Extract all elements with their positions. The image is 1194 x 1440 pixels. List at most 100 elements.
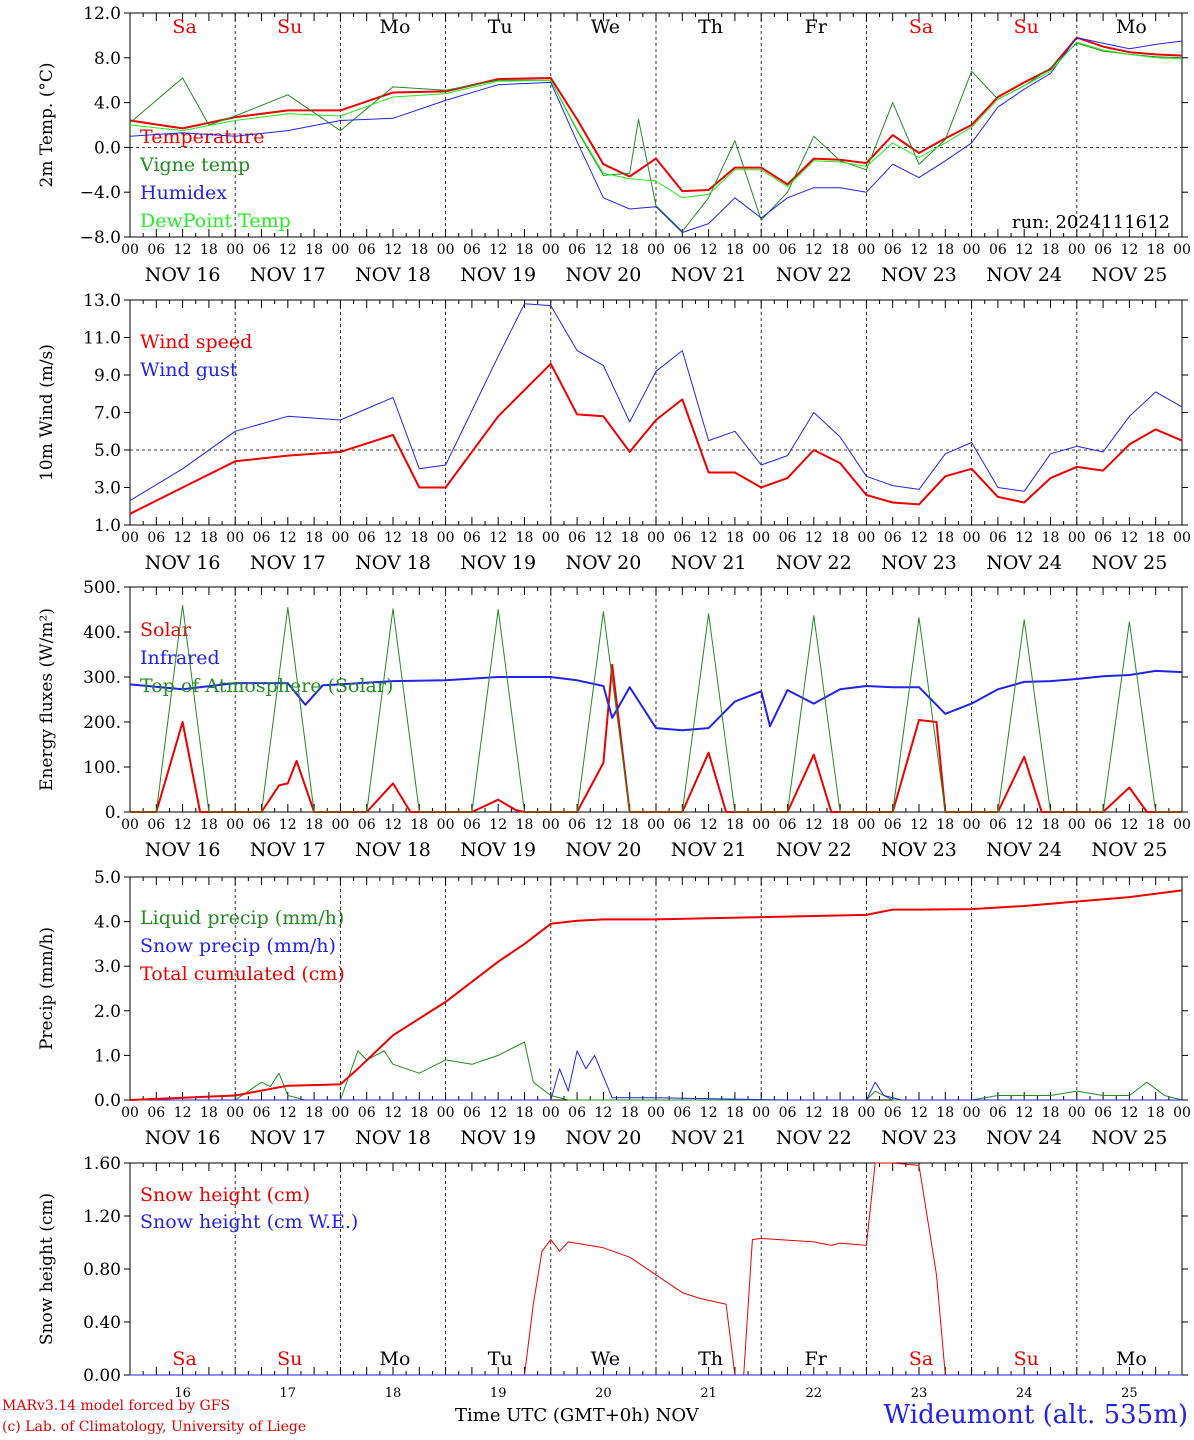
date-label: NOV 25 [1091,264,1167,286]
hour-tick-label: 18 [1042,242,1060,258]
hour-tick-label: 06 [779,530,797,546]
hour-tick-label: 18 [305,1105,323,1121]
bottom-day-number: 21 [700,1386,717,1398]
date-label: NOV 23 [881,552,957,574]
hour-tick-label: 12 [910,1105,928,1121]
y-tick-label: 0.00 [83,1366,121,1386]
hour-tick-label: 06 [989,242,1007,258]
y-tick-label: 11.0 [83,329,121,349]
date-label: NOV 25 [1091,1127,1167,1149]
legend-entry: Humidex [140,182,227,204]
hour-tick-label: 06 [358,242,376,258]
legend-entry: Solar [140,619,192,641]
y-tick-label: 9.0 [94,366,121,386]
series-line [129,36,1183,193]
hour-tick-label: 00 [331,530,349,546]
hour-tick-label: 00 [1068,242,1086,258]
y-tick-label: 1.20 [83,1207,121,1227]
hour-tick-label: 06 [147,530,165,546]
hour-tick-label: 18 [200,530,218,546]
hour-tick-label: 00 [542,1105,560,1121]
y-tick-label: 100. [83,758,121,778]
hour-tick-label: 00 [857,817,875,833]
hour-tick-label: 12 [174,817,192,833]
hour-tick-label: 06 [253,817,271,833]
y-tick-label: 500. [83,578,121,598]
hour-tick-label: 12 [1120,1105,1138,1121]
hour-tick-label: 06 [884,242,902,258]
date-label: NOV 17 [250,552,326,574]
hour-tick-label: 00 [647,1105,665,1121]
date-label: NOV 24 [986,1127,1062,1149]
date-label: NOV 20 [565,839,641,861]
date-label: NOV 22 [776,1127,852,1149]
hour-tick-label: 18 [726,242,744,258]
hour-tick-label: 06 [884,530,902,546]
hour-tick-label: 12 [384,530,402,546]
hour-tick-label: 18 [726,817,744,833]
hour-tick-label: 12 [384,817,402,833]
hour-tick-label: 00 [121,817,139,833]
hour-tick-label: 12 [805,1105,823,1121]
date-label: NOV 22 [776,552,852,574]
y-tick-label: 5.0 [94,441,121,461]
weekday-label: We [591,1348,620,1370]
hour-tick-label: 18 [1147,530,1165,546]
hour-tick-label: 06 [147,1105,165,1121]
hour-tick-label: 18 [410,242,428,258]
hour-tick-label: 00 [542,530,560,546]
y-tick-label: 3.0 [94,957,121,977]
hour-tick-label: 12 [700,817,718,833]
weekday-label: Fr [805,16,828,38]
hour-tick-label: 00 [437,1105,455,1121]
y-tick-label: 3.0 [94,479,121,499]
hour-tick-label: 18 [831,242,849,258]
hour-tick-label: 06 [463,530,481,546]
weekday-label: Mo [1116,1348,1147,1370]
hour-tick-label: 12 [489,1105,507,1121]
hour-tick-label: 12 [910,242,928,258]
date-label: NOV 23 [881,839,957,861]
hour-tick-label: 18 [936,817,954,833]
date-label: NOV 18 [355,1127,431,1149]
hour-tick-label: 06 [463,1105,481,1121]
hour-tick-label: 12 [1015,242,1033,258]
y-tick-label: 0.80 [83,1260,121,1280]
hour-tick-label: 18 [621,817,639,833]
legend-entry: Total cumulated (cm) [140,963,345,985]
series-line [129,41,1183,199]
bottom-day-number: 17 [280,1386,297,1398]
weekday-label: Su [277,16,302,38]
hour-tick-label: 00 [226,530,244,546]
hour-tick-label: 12 [174,242,192,258]
date-label: NOV 24 [986,264,1062,286]
bottom-day-number: 16 [174,1386,191,1398]
date-label: NOV 21 [671,1127,747,1149]
run-label: run: 2024111612 [1012,212,1170,233]
weekday-label: Tu [488,16,513,38]
hour-tick-label: 12 [700,1105,718,1121]
hour-tick-label: 12 [279,817,297,833]
y-tick-label: −4.0 [80,183,121,203]
hour-tick-label: 12 [1015,817,1033,833]
hour-tick-label: 18 [936,1105,954,1121]
lab-credit: (c) Lab. of Climatology, University of L… [2,1419,307,1435]
hour-tick-label: 00 [542,242,560,258]
hour-tick-label: 06 [147,817,165,833]
legend-entry: Snow height (cm W.E.) [140,1211,358,1233]
date-label: NOV 18 [355,264,431,286]
bottom-day-number: 22 [806,1386,823,1398]
hour-tick-label: 18 [305,817,323,833]
hour-tick-label: 06 [253,242,271,258]
weekday-label: Mo [380,16,411,38]
hour-tick-label: 06 [884,817,902,833]
hour-tick-label: 06 [253,1105,271,1121]
date-label: NOV 19 [460,264,536,286]
weekday-label: Sa [909,16,933,38]
hour-tick-label: 00 [437,242,455,258]
hour-tick-label: 18 [410,817,428,833]
legend-entry: Wind gust [140,359,238,381]
date-label: NOV 19 [460,552,536,574]
weekday-label: Th [698,1348,723,1370]
y-tick-label: 8.0 [94,49,121,69]
